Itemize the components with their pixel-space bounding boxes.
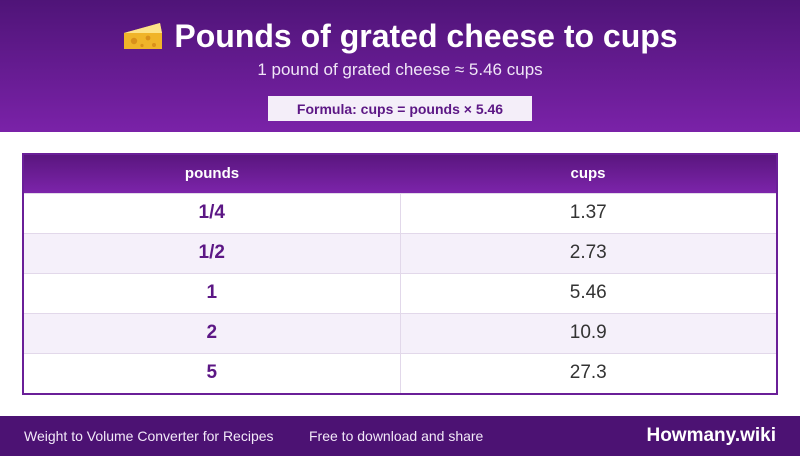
converter-name: Weight to Volume Converter for Recipes — [24, 428, 274, 444]
brand-logo-text: Howmany.wiki — [646, 425, 776, 446]
table-row: 1/4 1.37 — [24, 192, 776, 233]
cups-cell: 10.9 — [400, 312, 776, 353]
table-header-row: pounds cups — [24, 155, 776, 193]
cups-cell: 27.3 — [400, 352, 776, 393]
pounds-cell: 1/4 — [24, 192, 401, 233]
pounds-cell: 2 — [24, 312, 401, 353]
cups-cell: 1.37 — [400, 192, 776, 233]
pounds-cell: 1 — [24, 272, 401, 313]
page-title-row: Pounds of grated cheese to cups — [0, 14, 800, 58]
column-header-cups: cups — [570, 165, 606, 183]
cheese-icon — [124, 23, 163, 49]
page-subtitle: 1 pound of grated cheese ≈ 5.46 cups — [257, 60, 543, 79]
footer-tagline: Free to download and share — [309, 428, 484, 444]
formula-badge: Formula: cups = pounds × 5.46 — [268, 96, 532, 121]
conversion-table: pounds cups 1/4 1.37 1/2 2.73 1 5.46 2 1… — [24, 155, 776, 393]
pounds-cell: 5 — [24, 352, 401, 393]
cups-cell: 2.73 — [400, 232, 776, 273]
footer-bar: Weight to Volume Converter for Recipes F… — [0, 416, 800, 456]
page-title: Pounds of grated cheese to cups — [174, 17, 678, 54]
header-banner: Pounds of grated cheese to cups 1 pound … — [0, 0, 800, 132]
table-row: 2 10.9 — [24, 312, 776, 353]
pounds-cell: 1/2 — [24, 232, 401, 273]
table-row: 5 27.3 — [24, 352, 776, 393]
column-header-pounds: pounds — [184, 165, 240, 183]
conversion-table-container: pounds cups 1/4 1.37 1/2 2.73 1 5.46 2 1… — [22, 153, 778, 395]
table-row: 1/2 2.73 — [24, 232, 776, 273]
table-row: 1 5.46 — [24, 272, 776, 313]
cups-cell: 5.46 — [400, 272, 776, 313]
